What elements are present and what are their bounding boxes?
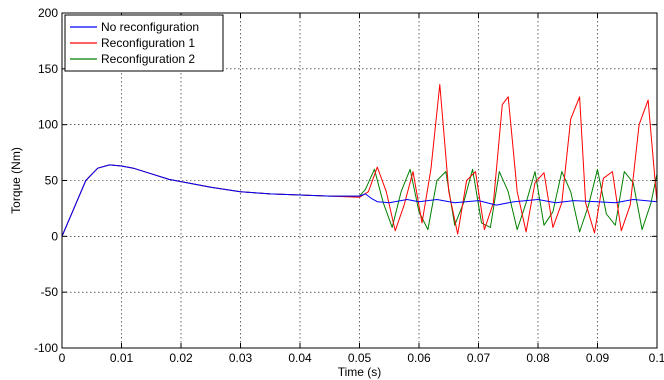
x-tick-label: 0.1 xyxy=(649,351,664,365)
y-tick-label: 150 xyxy=(38,62,58,76)
legend-label: No reconfiguration xyxy=(101,20,199,34)
x-tick-label: 0.04 xyxy=(288,351,312,365)
x-tick-label: 0.06 xyxy=(407,351,431,365)
x-tick-label: 0.01 xyxy=(110,351,134,365)
x-tick-label: 0 xyxy=(59,351,66,365)
y-tick-label: -100 xyxy=(34,341,58,355)
legend-label: Reconfiguration 2 xyxy=(101,52,195,66)
x-tick-label: 0.09 xyxy=(586,351,610,365)
y-tick-label: -50 xyxy=(41,285,59,299)
x-axis-label: Time (s) xyxy=(338,365,382,379)
x-tick-label: 0.07 xyxy=(467,351,491,365)
y-tick-label: 100 xyxy=(38,118,58,132)
x-tick-label: 0.02 xyxy=(169,351,193,365)
y-tick-label: 0 xyxy=(51,229,58,243)
tick-layer: 0 0.01 0.02 0.03 0.04 0.05 0.06 0.07 0.08 0.09 0.1… xyxy=(34,6,664,365)
x-tick-label: 0.05 xyxy=(348,351,372,365)
series-line-no-reconfiguration xyxy=(62,164,657,237)
legend-label: Reconfiguration 1 xyxy=(101,36,195,50)
grid-layer xyxy=(62,13,657,348)
legend: No reconfiguration Reconfiguration 1 Recon… xyxy=(64,14,224,72)
x-tick-label: 0.03 xyxy=(229,351,253,365)
x-tick-label: 0.08 xyxy=(526,351,550,365)
y-axis-label: Torque (Nm) xyxy=(9,147,23,214)
series-layer xyxy=(62,84,657,237)
y-tick-label: 50 xyxy=(45,174,59,188)
y-tick-label: 200 xyxy=(38,6,58,20)
